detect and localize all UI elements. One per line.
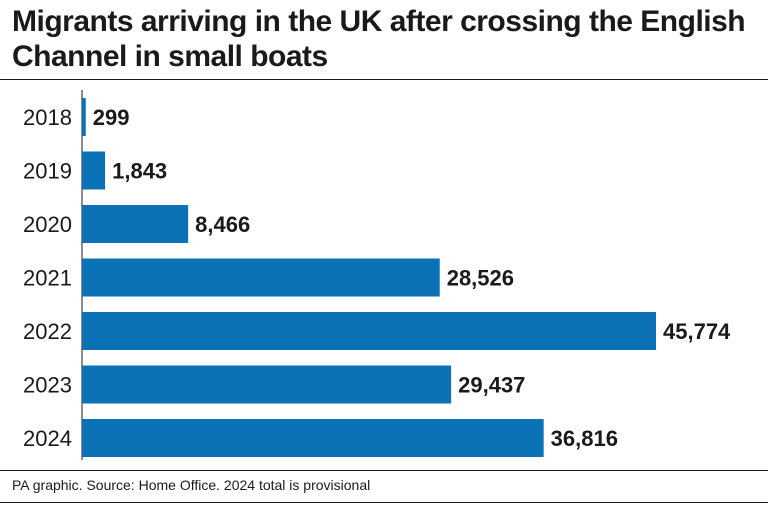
chart-title: Migrants arriving in the UK after crossi… [12, 5, 746, 73]
category-label: 2020 [23, 212, 72, 237]
bars-group: 2018 299 2019 1,843 2020 8,466 2021 28,526 2022 4… [23, 98, 731, 457]
category-label: 2021 [23, 266, 72, 291]
footer-divider [0, 470, 768, 471]
data-label: 28,526 [447, 266, 514, 291]
bar [82, 312, 656, 350]
category-label: 2018 [23, 105, 72, 130]
title-divider [0, 79, 768, 80]
data-label: 1,843 [112, 159, 167, 184]
data-label: 299 [93, 105, 130, 130]
category-label: 2019 [23, 159, 72, 184]
category-label: 2022 [23, 319, 72, 344]
bar [82, 205, 189, 243]
data-label: 36,816 [551, 426, 618, 451]
source-note: PA graphic. Source: Home Office. 2024 to… [12, 477, 371, 493]
bottom-border [0, 502, 768, 503]
bar [82, 98, 86, 136]
data-label: 8,466 [195, 212, 250, 237]
bar [82, 365, 452, 404]
category-label: 2023 [23, 373, 72, 398]
bar [82, 419, 544, 457]
data-label: 45,774 [663, 319, 731, 344]
bar [82, 258, 440, 297]
data-label: 29,437 [458, 373, 525, 398]
bar-chart: 2018 299 2019 1,843 2020 8,466 2021 28,526 2022 4… [23, 90, 731, 460]
bar [82, 151, 106, 190]
category-label: 2024 [23, 426, 72, 451]
